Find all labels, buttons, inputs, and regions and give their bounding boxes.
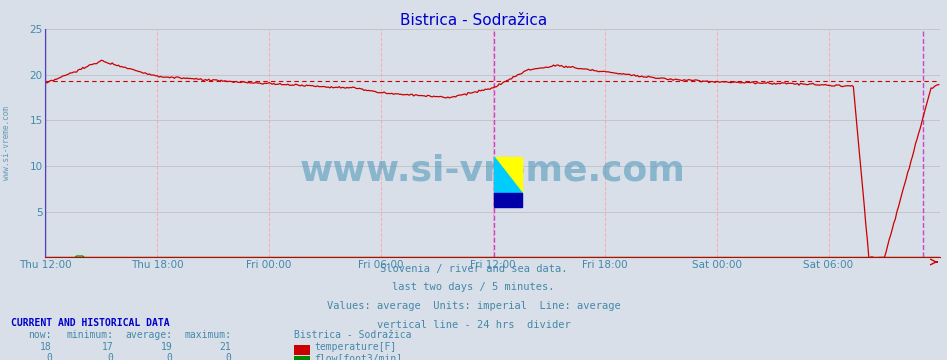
Text: Bistrica - Sodražica: Bistrica - Sodražica: [294, 330, 411, 341]
Text: vertical line - 24 hrs  divider: vertical line - 24 hrs divider: [377, 320, 570, 330]
Text: 19: 19: [161, 342, 172, 352]
Text: 0: 0: [167, 353, 172, 360]
Text: 0: 0: [108, 353, 114, 360]
Text: Values: average  Units: imperial  Line: average: Values: average Units: imperial Line: av…: [327, 301, 620, 311]
Text: Slovenia / river and sea data.: Slovenia / river and sea data.: [380, 264, 567, 274]
Text: 0: 0: [46, 353, 52, 360]
Text: www.si-vreme.com: www.si-vreme.com: [2, 106, 10, 180]
Text: Bistrica - Sodražica: Bistrica - Sodražica: [400, 13, 547, 28]
Polygon shape: [494, 157, 523, 193]
Text: last two days / 5 minutes.: last two days / 5 minutes.: [392, 282, 555, 292]
Text: www.si-vreme.com: www.si-vreme.com: [300, 153, 686, 188]
Polygon shape: [494, 157, 523, 193]
Text: maximum:: maximum:: [184, 330, 231, 341]
Text: average:: average:: [125, 330, 172, 341]
Text: flow[foot3/min]: flow[foot3/min]: [314, 353, 402, 360]
Text: 21: 21: [220, 342, 231, 352]
Bar: [494, 193, 523, 207]
Text: 17: 17: [102, 342, 114, 352]
Text: now:: now:: [28, 330, 52, 341]
Text: temperature[F]: temperature[F]: [314, 342, 397, 352]
Text: minimum:: minimum:: [66, 330, 114, 341]
Text: 18: 18: [41, 342, 52, 352]
Text: CURRENT AND HISTORICAL DATA: CURRENT AND HISTORICAL DATA: [11, 318, 170, 328]
Text: 0: 0: [225, 353, 231, 360]
